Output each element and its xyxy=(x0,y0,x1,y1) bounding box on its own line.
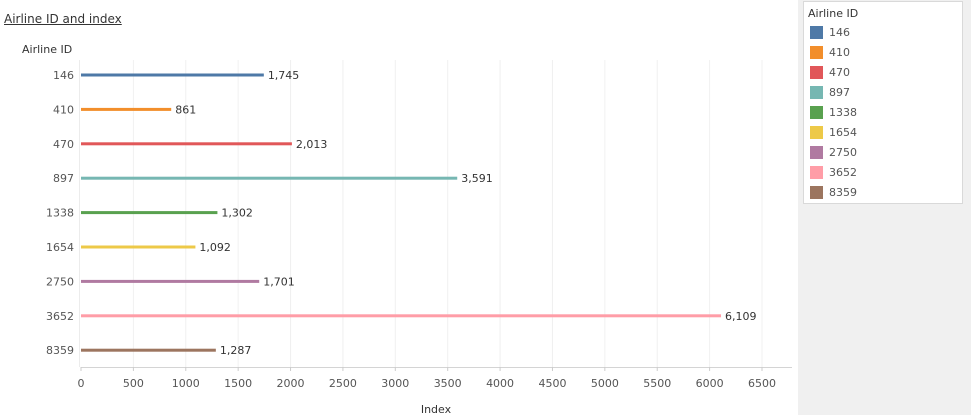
x-tick-label-500: 500 xyxy=(123,377,144,390)
bar-146[interactable] xyxy=(81,73,264,77)
legend-items: 146 410 470 897 1338 1654 2750 3652 8359 xyxy=(810,26,857,206)
x-tick-label-3500: 3500 xyxy=(434,377,462,390)
color-legend[interactable]: Airline ID 146 410 470 897 1338 1654 2750 3652 8… xyxy=(803,1,963,204)
data-label-2750: 1,701 xyxy=(263,275,295,288)
data-label-146: 1,745 xyxy=(268,69,300,82)
legend-item-897[interactable]: 897 xyxy=(810,86,857,106)
x-tick-label-2000: 2000 xyxy=(277,377,305,390)
data-label-1654: 1,092 xyxy=(199,241,231,254)
data-label-3652: 6,109 xyxy=(725,310,757,323)
chart-title[interactable]: Airline ID and index xyxy=(4,12,122,26)
legend-item-3652[interactable]: 3652 xyxy=(810,166,857,186)
y-tick-label-1654[interactable]: 1654 xyxy=(46,241,74,254)
legend-swatch-410 xyxy=(810,46,823,59)
bar-8359[interactable] xyxy=(81,348,216,352)
legend-label-146: 146 xyxy=(829,26,850,39)
legend-swatch-1338 xyxy=(810,106,823,119)
x-tick-label-4000: 4000 xyxy=(486,377,514,390)
legend-item-2750[interactable]: 2750 xyxy=(810,146,857,166)
data-label-410: 861 xyxy=(175,103,196,116)
legend-swatch-3652 xyxy=(810,166,823,179)
legend-label-1654: 1654 xyxy=(829,126,857,139)
x-tick-label-6000: 6000 xyxy=(696,377,724,390)
legend-label-3652: 3652 xyxy=(829,166,857,179)
y-tick-label-8359[interactable]: 8359 xyxy=(46,344,74,357)
legend-label-2750: 2750 xyxy=(829,146,857,159)
x-tick-label-1000: 1000 xyxy=(172,377,200,390)
legend-item-410[interactable]: 410 xyxy=(810,46,857,66)
y-tick-label-1338[interactable]: 1338 xyxy=(46,207,74,220)
data-label-8359: 1,287 xyxy=(220,344,252,357)
legend-swatch-470 xyxy=(810,66,823,79)
y-tick-label-897[interactable]: 897 xyxy=(53,172,74,185)
x-axis: 0 500 1000 1500 2000 2500 3000 3500 4000 4500 5000… xyxy=(78,60,792,390)
legend-title: Airline ID xyxy=(808,7,859,20)
data-label-1338: 1,302 xyxy=(221,207,253,220)
x-tick-label-4500: 4500 xyxy=(538,377,566,390)
data-label-470: 2,013 xyxy=(296,138,328,151)
legend-label-1338: 1338 xyxy=(829,106,857,119)
legend-swatch-146 xyxy=(810,26,823,39)
legend-item-470[interactable]: 470 xyxy=(810,66,857,86)
x-tick-label-2500: 2500 xyxy=(329,377,357,390)
chart-area: Airline ID and index 0 500 1000 1500 2000 250… xyxy=(4,12,792,415)
legend-swatch-8359 xyxy=(810,186,823,199)
y-tick-label-410[interactable]: 410 xyxy=(53,103,74,116)
legend-swatch-1654 xyxy=(810,126,823,139)
bars xyxy=(81,73,722,352)
data-label-897: 3,591 xyxy=(461,172,493,185)
legend-label-897: 897 xyxy=(829,86,850,99)
bar-chart: 0 500 1000 1500 2000 2500 3000 3500 4000 4500 5000… xyxy=(22,43,792,415)
x-tick-label-0: 0 xyxy=(78,377,85,390)
y-axis-title: Airline ID xyxy=(22,43,72,56)
x-axis-title: Index xyxy=(421,403,452,415)
y-tick-label-470[interactable]: 470 xyxy=(53,138,74,151)
legend-swatch-2750 xyxy=(810,146,823,159)
y-tick-label-146[interactable]: 146 xyxy=(53,69,74,82)
legend-item-8359[interactable]: 8359 xyxy=(810,186,857,206)
bar-410[interactable] xyxy=(81,107,172,111)
legend-item-1338[interactable]: 1338 xyxy=(810,106,857,126)
y-axis: 146 410 470 897 1338 1654 2750 3652 8359 xyxy=(46,69,74,357)
bar-2750[interactable] xyxy=(81,279,260,283)
legend-swatch-897 xyxy=(810,86,823,99)
x-tick-label-5000: 5000 xyxy=(591,377,619,390)
y-tick-label-3652[interactable]: 3652 xyxy=(46,310,74,323)
legend-label-8359: 8359 xyxy=(829,186,857,199)
bar-1338[interactable] xyxy=(81,211,218,215)
bar-470[interactable] xyxy=(81,142,292,146)
legend-label-410: 410 xyxy=(829,46,850,59)
x-tick-label-1500: 1500 xyxy=(224,377,252,390)
x-tick-label-6500: 6500 xyxy=(748,377,776,390)
legend-item-1654[interactable]: 1654 xyxy=(810,126,857,146)
bar-897[interactable] xyxy=(81,176,458,180)
x-tick-label-5500: 5500 xyxy=(643,377,671,390)
bar-1654[interactable] xyxy=(81,245,196,249)
y-tick-label-2750[interactable]: 2750 xyxy=(46,275,74,288)
data-labels: 1,745 861 2,013 3,591 1,302 1,092 1,701 6,109 1,… xyxy=(175,69,756,357)
legend-item-146[interactable]: 146 xyxy=(810,26,857,46)
bar-3652[interactable] xyxy=(81,314,722,318)
legend-label-470: 470 xyxy=(829,66,850,79)
x-tick-label-3000: 3000 xyxy=(381,377,409,390)
